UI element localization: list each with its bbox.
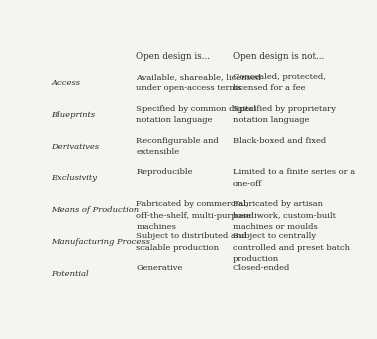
Text: Subject to centrally
controlled and preset batch
production: Subject to centrally controlled and pres… — [233, 232, 349, 263]
Text: Potential: Potential — [52, 270, 89, 278]
Text: Reproducible: Reproducible — [136, 168, 193, 176]
Text: Derivatives: Derivatives — [52, 143, 100, 151]
Text: Fabricated by artisan
handiwork, custom-built
machines or moulds: Fabricated by artisan handiwork, custom-… — [233, 200, 336, 231]
Text: Open design is...: Open design is... — [136, 53, 210, 61]
Text: Fabricated by commercial,
off-the-shelf, multi-purpose
machines: Fabricated by commercial, off-the-shelf,… — [136, 200, 251, 231]
Text: Specified by common digital
notation language: Specified by common digital notation lan… — [136, 105, 256, 124]
Text: Exclusivity: Exclusivity — [52, 175, 98, 182]
Text: Open design is not...: Open design is not... — [233, 53, 324, 61]
Text: Specified by proprietary
notation language: Specified by proprietary notation langua… — [233, 105, 336, 124]
Text: Closed-ended: Closed-ended — [233, 264, 290, 272]
Text: Limited to a finite series or a
one-off: Limited to a finite series or a one-off — [233, 168, 355, 188]
Text: Means of Production: Means of Production — [52, 206, 139, 214]
Text: Generative: Generative — [136, 264, 182, 272]
Text: Available, shareable, licensed
under open-access terms: Available, shareable, licensed under ope… — [136, 73, 261, 92]
Text: Manufacturing Process: Manufacturing Process — [52, 238, 150, 246]
Text: Blueprints: Blueprints — [52, 111, 96, 119]
Text: Reconfigurable and
extensible: Reconfigurable and extensible — [136, 137, 219, 156]
Text: Access: Access — [52, 79, 81, 87]
Text: Black-boxed and fixed: Black-boxed and fixed — [233, 137, 326, 144]
Text: Subject to distributed and
scalable production: Subject to distributed and scalable prod… — [136, 232, 247, 252]
Text: Concealed, protected,
licensed for a fee: Concealed, protected, licensed for a fee — [233, 73, 325, 92]
